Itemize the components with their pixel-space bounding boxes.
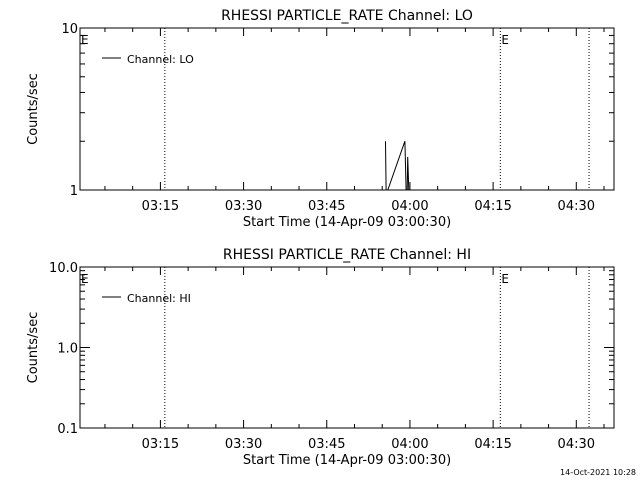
x-tick-label: 03:30: [225, 437, 262, 452]
x-tick-label: 04:30: [558, 437, 595, 452]
y-tick-label: 10.0: [49, 261, 78, 276]
y-tick-label: 10: [61, 22, 78, 37]
panel-1: RHESSI PARTICLE_RATE Channel: HI Start Ti…: [26, 247, 615, 468]
x-tick-label: 03:45: [308, 437, 345, 452]
y-tick-label: 1.0: [57, 342, 78, 357]
chart-title: RHESSI PARTICLE_RATE Channel: HI: [223, 247, 471, 263]
x-tick-label: 04:00: [391, 199, 428, 214]
footer-timestamp: 14-Oct-2021 10:28: [560, 468, 636, 477]
x-axis-label: Start Time (14-Apr-09 03:00:30): [243, 453, 451, 468]
y-axis-label: Counts/sec: [26, 73, 41, 145]
y-axis-label: Counts/sec: [26, 312, 41, 384]
x-tick-label: 03:45: [308, 199, 345, 214]
x-tick-label: 04:00: [391, 437, 428, 452]
x-tick-label: 04:30: [558, 199, 595, 214]
data-line: [385, 141, 410, 191]
x-tick-label: 04:15: [474, 437, 511, 452]
chart-title: RHESSI PARTICLE_RATE Channel: LO: [221, 8, 473, 24]
plot-frame: [79, 27, 615, 191]
event-label: E: [81, 33, 89, 47]
event-label: E: [501, 272, 509, 286]
x-tick-label: 03:15: [142, 199, 179, 214]
x-tick-label: 04:15: [474, 199, 511, 214]
legend-label: Channel: HI: [127, 292, 191, 305]
x-axis-label: Start Time (14-Apr-09 03:00:30): [243, 215, 451, 230]
legend-label: Channel: LO: [127, 53, 194, 66]
x-tick-label: 03:30: [225, 199, 262, 214]
panel-0: RHESSI PARTICLE_RATE Channel: LO Start Ti…: [26, 8, 615, 230]
y-tick-label: 1: [70, 184, 78, 199]
y-tick-label: 0.1: [57, 422, 78, 437]
event-label: E: [81, 272, 89, 286]
x-tick-label: 03:15: [142, 437, 179, 452]
event-label: E: [501, 33, 509, 47]
